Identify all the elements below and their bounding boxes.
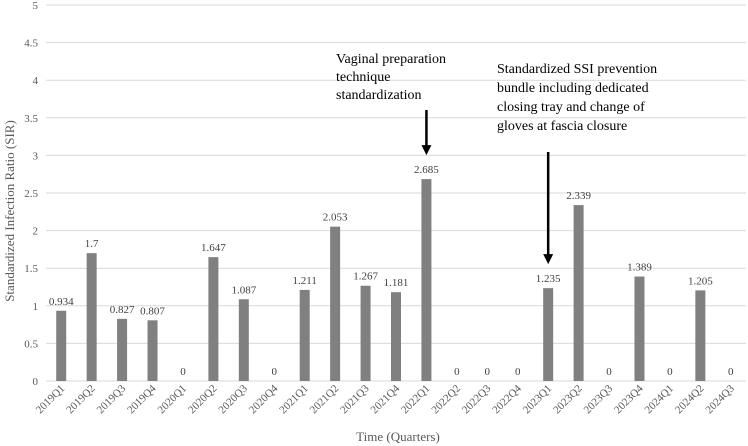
annotation-text: Standardized SSI prevention bundle includ… — [497, 62, 657, 134]
data-label: 1.7 — [85, 238, 99, 250]
y-tick-label: 4.5 — [24, 38, 38, 50]
x-axis-ticks: 2019Q12019Q22019Q32019Q42020Q12020Q22020… — [34, 382, 737, 416]
bar — [360, 285, 371, 381]
data-label: 0.827 — [110, 304, 135, 316]
y-tick-label: 2.5 — [24, 188, 38, 200]
annotation-line: bundle including dedicated — [497, 81, 649, 96]
y-tick-label: 1 — [33, 301, 39, 313]
y-axis-title: Standardized Infection Ratio (SIR) — [2, 120, 17, 302]
data-label: 1.235 — [536, 273, 561, 285]
x-tick-label: 2020Q2 — [186, 383, 220, 417]
bars — [56, 179, 706, 381]
annotation-line: technique — [336, 70, 390, 85]
x-tick-label: 2019Q2 — [64, 383, 98, 417]
data-label: 1.087 — [231, 284, 256, 296]
bar — [391, 292, 401, 381]
annotations: Vaginal preparation technique standardizat… — [336, 52, 657, 265]
data-label: 0 — [515, 366, 521, 378]
data-label: 0.807 — [140, 305, 165, 317]
annotation-text: Vaginal preparation technique standardizat… — [336, 52, 446, 103]
y-tick-label: 0.5 — [24, 338, 38, 350]
x-tick-label: 2020Q3 — [216, 382, 250, 416]
annotation-arrow-head — [543, 254, 554, 265]
y-tick-label: 0 — [33, 376, 39, 388]
x-tick-label: 2021Q4 — [369, 382, 403, 416]
bar — [117, 318, 128, 381]
data-label: 0.934 — [49, 296, 74, 308]
x-tick-label: 2022Q4 — [490, 382, 524, 416]
data-label: 2.053 — [323, 212, 348, 224]
annotation-line: closing tray and change of — [497, 100, 645, 115]
data-label: 1.205 — [688, 275, 713, 287]
bar — [208, 257, 219, 381]
data-label: 2.339 — [566, 190, 591, 202]
data-label: 1.211 — [293, 275, 317, 287]
data-label: 0 — [272, 366, 278, 378]
x-tick-label: 2023Q4 — [612, 382, 646, 416]
data-labels: 0.934 1.7 0.827 0.807 0 1.647 1.087 0 1.211 2.053… — [49, 164, 734, 378]
annotation-arrow-head — [421, 145, 432, 156]
data-label: 1.267 — [353, 271, 378, 283]
x-tick-label: 2020Q4 — [247, 382, 281, 416]
x-axis-title: Time (Quarters) — [356, 429, 440, 444]
x-tick-label: 2021Q3 — [338, 382, 372, 416]
bar — [421, 179, 432, 381]
x-tick-label: 2019Q1 — [34, 383, 68, 417]
data-label: 0 — [454, 366, 460, 378]
y-tick-label: 3 — [33, 150, 39, 162]
x-tick-label: 2024Q3 — [703, 382, 737, 416]
data-label: 1.647 — [201, 242, 226, 254]
bar — [634, 276, 645, 381]
data-label: 0 — [180, 366, 186, 378]
x-tick-label: 2019Q3 — [95, 382, 129, 416]
data-label: 0 — [667, 366, 673, 378]
x-tick-label: 2024Q1 — [642, 383, 676, 417]
annotation-line: standardization — [336, 88, 422, 103]
x-tick-label: 2021Q1 — [277, 383, 311, 417]
x-tick-label: 2021Q2 — [308, 383, 342, 417]
x-tick-label: 2022Q2 — [429, 383, 463, 417]
data-label: 2.685 — [414, 164, 439, 176]
bar — [299, 289, 310, 381]
data-label: 0 — [485, 366, 491, 378]
x-tick-label: 2023Q3 — [582, 382, 616, 416]
annotation-line: Vaginal preparation — [336, 52, 446, 67]
bar — [238, 299, 249, 381]
x-tick-label: 2024Q2 — [673, 383, 707, 417]
y-tick-label: 1.5 — [24, 263, 38, 275]
y-tick-label: 3.5 — [24, 113, 38, 125]
y-tick-label: 4 — [33, 75, 39, 87]
bar — [147, 320, 158, 381]
y-tick-label: 5 — [33, 0, 39, 12]
data-label: 0 — [728, 366, 734, 378]
bar — [330, 226, 341, 381]
x-tick-label: 2023Q2 — [551, 383, 585, 417]
bar — [543, 288, 554, 381]
bar — [86, 253, 97, 381]
y-tick-label: 2 — [33, 226, 39, 238]
annotation: Standardized SSI prevention bundle includ… — [497, 62, 657, 265]
gridlines — [46, 4, 746, 382]
annotation-line: Standardized SSI prevention — [497, 62, 657, 77]
annotation-line: gloves at fascia closure — [497, 119, 627, 134]
x-tick-label: 2019Q4 — [125, 382, 159, 416]
y-axis-ticks: 0 0.5 1 1.5 2 2.5 3 3.5 4 4.5 5 — [24, 0, 38, 388]
data-label: 0 — [606, 366, 612, 378]
x-tick-label: 2023Q1 — [521, 383, 555, 417]
bar — [573, 205, 584, 381]
data-label: 1.181 — [384, 277, 409, 289]
x-tick-label: 2020Q1 — [156, 383, 190, 417]
bar — [56, 310, 67, 381]
data-label: 1.389 — [627, 262, 652, 274]
x-tick-label: 2022Q3 — [460, 382, 494, 416]
bar — [695, 290, 706, 381]
x-tick-label: 2022Q1 — [399, 383, 433, 417]
annotation: Vaginal preparation technique standardizat… — [336, 52, 446, 156]
